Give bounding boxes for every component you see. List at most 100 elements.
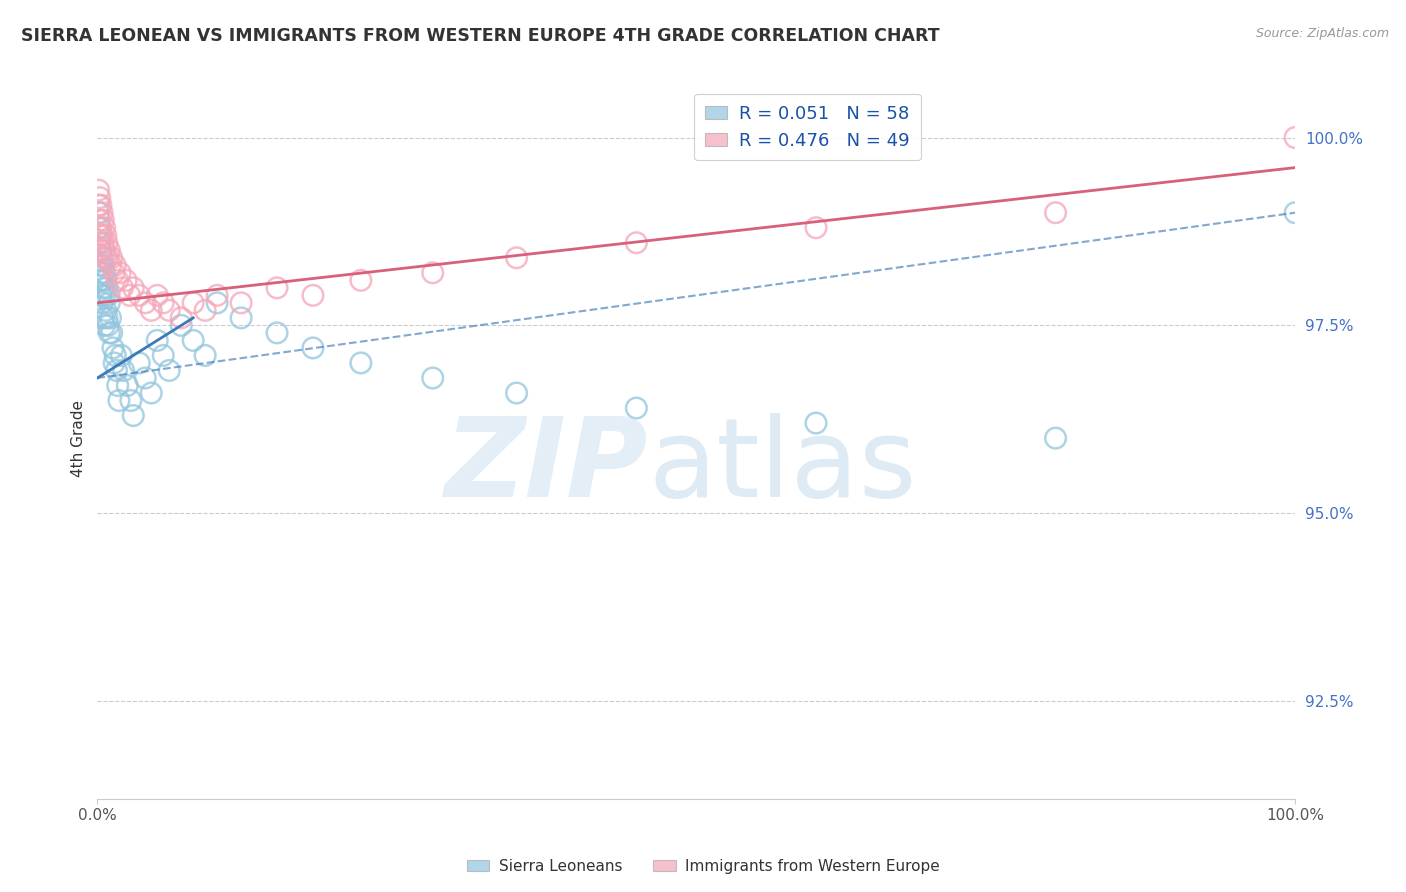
Point	[94, 303, 117, 318]
Point	[505, 251, 527, 265]
Point	[1045, 205, 1067, 219]
Point	[87, 220, 110, 235]
Point	[93, 266, 115, 280]
Point	[91, 273, 114, 287]
Point	[117, 378, 139, 392]
Point	[626, 235, 648, 250]
Point	[97, 318, 120, 333]
Point	[505, 386, 527, 401]
Point	[91, 251, 114, 265]
Point	[89, 258, 111, 272]
Point	[1045, 431, 1067, 445]
Point	[350, 273, 373, 287]
Point	[112, 363, 135, 377]
Point	[108, 266, 131, 280]
Point	[266, 281, 288, 295]
Point	[110, 348, 132, 362]
Point	[90, 266, 112, 280]
Point	[96, 281, 118, 295]
Point	[93, 288, 115, 302]
Point	[89, 273, 111, 287]
Point	[422, 266, 444, 280]
Point	[103, 266, 125, 280]
Legend: Sierra Leoneans, Immigrants from Western Europe: Sierra Leoneans, Immigrants from Western…	[460, 853, 946, 880]
Point	[91, 310, 114, 325]
Point	[93, 220, 115, 235]
Point	[100, 258, 122, 272]
Point	[94, 251, 117, 265]
Point	[87, 205, 110, 219]
Point	[104, 258, 127, 272]
Point	[90, 198, 112, 212]
Point	[107, 378, 129, 392]
Text: ZIP: ZIP	[444, 414, 648, 520]
Point	[229, 310, 252, 325]
Point	[128, 288, 150, 302]
Point	[108, 393, 131, 408]
Point	[302, 341, 325, 355]
Point	[98, 326, 121, 340]
Point	[170, 310, 193, 325]
Point	[93, 318, 115, 333]
Point	[1284, 130, 1306, 145]
Point	[111, 281, 134, 295]
Point	[90, 244, 112, 258]
Point	[194, 348, 217, 362]
Point	[101, 341, 124, 355]
Point	[157, 363, 180, 377]
Point	[91, 296, 114, 310]
Point	[105, 363, 128, 377]
Text: SIERRA LEONEAN VS IMMIGRANTS FROM WESTERN EUROPE 4TH GRADE CORRELATION CHART: SIERRA LEONEAN VS IMMIGRANTS FROM WESTER…	[21, 27, 939, 45]
Point	[91, 235, 114, 250]
Point	[98, 244, 121, 258]
Point	[181, 296, 204, 310]
Point	[91, 205, 114, 219]
Point	[96, 310, 118, 325]
Point	[118, 288, 141, 302]
Point	[100, 326, 122, 340]
Point	[205, 296, 228, 310]
Point	[97, 288, 120, 302]
Point	[146, 288, 169, 302]
Point	[194, 303, 217, 318]
Point	[91, 213, 114, 227]
Point	[87, 183, 110, 197]
Point	[122, 409, 145, 423]
Point	[89, 191, 111, 205]
Text: atlas: atlas	[648, 414, 917, 520]
Point	[302, 288, 325, 302]
Point	[152, 296, 174, 310]
Point	[229, 296, 252, 310]
Y-axis label: 4th Grade: 4th Grade	[72, 400, 86, 476]
Point	[96, 235, 118, 250]
Point	[128, 356, 150, 370]
Point	[93, 244, 115, 258]
Point	[134, 296, 156, 310]
Point	[104, 348, 127, 362]
Point	[170, 318, 193, 333]
Point	[1284, 205, 1306, 219]
Point	[141, 386, 163, 401]
Point	[90, 220, 112, 235]
Text: Source: ZipAtlas.com: Source: ZipAtlas.com	[1256, 27, 1389, 40]
Point	[94, 228, 117, 243]
Point	[804, 416, 827, 430]
Point	[626, 401, 648, 415]
Point	[89, 228, 111, 243]
Point	[141, 303, 163, 318]
Point	[422, 371, 444, 385]
Point	[107, 273, 129, 287]
Point	[115, 273, 138, 287]
Point	[205, 288, 228, 302]
Point	[87, 198, 110, 212]
Point	[91, 281, 114, 295]
Point	[152, 348, 174, 362]
Point	[122, 281, 145, 295]
Point	[146, 334, 169, 348]
Point	[100, 251, 122, 265]
Point	[94, 273, 117, 287]
Point	[100, 310, 122, 325]
Point	[98, 296, 121, 310]
Point	[120, 393, 142, 408]
Point	[266, 326, 288, 340]
